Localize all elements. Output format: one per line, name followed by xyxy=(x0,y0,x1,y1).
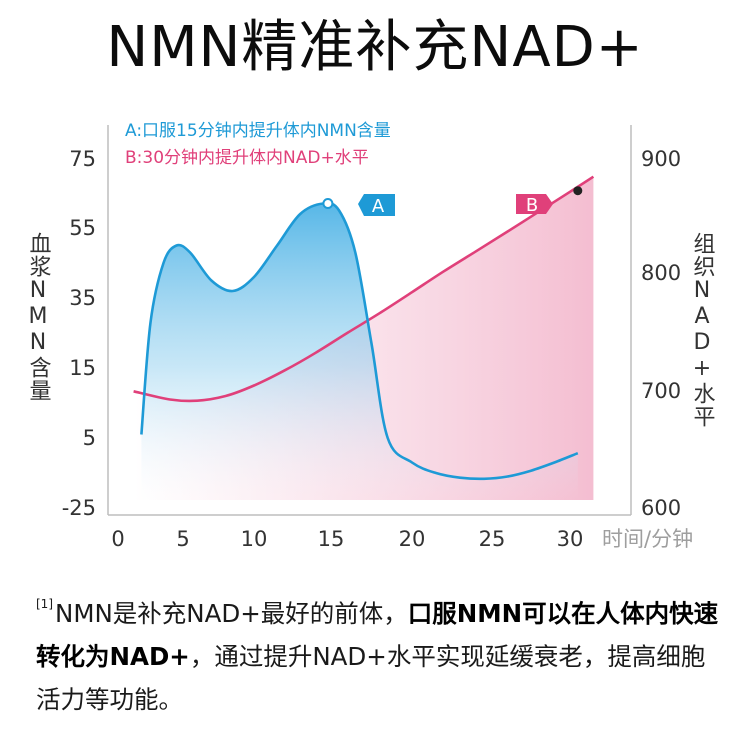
x-tick: 20 xyxy=(399,527,426,551)
footnote-ref: [1] xyxy=(36,597,53,611)
annotation-b: B xyxy=(516,186,583,216)
annotation-a: A xyxy=(322,194,395,217)
y-tick-left: 55 xyxy=(69,216,96,240)
series-b-line xyxy=(133,175,595,403)
x-tick: 0 xyxy=(111,527,124,551)
annotation-a-label: A xyxy=(372,196,385,217)
annotation-b-tag xyxy=(516,194,553,214)
y-tick-right: 600 xyxy=(641,496,681,520)
annotation-a-point xyxy=(322,198,334,209)
footnote-part1: NMN是补充NAD+最好的前体， xyxy=(55,599,408,628)
footnote-bold: 口服NMN可以在人体内快速转化为NAD+ xyxy=(36,599,719,671)
y-tick-left: 35 xyxy=(69,286,96,310)
x-tick: 5 xyxy=(176,527,189,551)
x-tick: 15 xyxy=(318,527,345,551)
series-a-area xyxy=(141,203,578,501)
footnote-text: [1]NMN是补充NAD+最好的前体，口服NMN可以在人体内快速转化为NAD+，… xyxy=(36,583,726,721)
x-tick: 25 xyxy=(479,527,506,551)
y-tick-left: 15 xyxy=(69,356,96,380)
y-tick-right: 700 xyxy=(641,379,681,403)
y-tick-left: 75 xyxy=(69,147,96,171)
page-title: NMN精准补充NAD+ xyxy=(106,15,644,80)
nmn-nad-chart: 75 55 35 15 5 -25 900 800 700 600 0 5 10… xyxy=(26,121,716,551)
y-tick-right: 800 xyxy=(641,261,681,285)
x-tick: 30 xyxy=(557,527,584,551)
annotation-b-point xyxy=(573,186,583,196)
y-tick-right: 900 xyxy=(641,147,681,171)
y-axis-label-right: 组织NAD+水平 xyxy=(690,232,716,428)
annotation-a-tag xyxy=(358,194,395,216)
legend-item-a: A:口服15分钟内提升体内NMN含量 xyxy=(125,121,391,141)
x-axis-label: 时间/分钟 xyxy=(602,527,693,551)
y-axis-label-left: 血浆NMN含量 xyxy=(26,232,52,402)
y-tick-left: 5 xyxy=(83,426,96,450)
footnote-part2: ，通过提升NAD+水平实现延缓衰老，提高细胞活力等功能。 xyxy=(36,642,706,714)
annotation-b-label: B xyxy=(526,195,538,216)
y-tick-left: -25 xyxy=(62,496,96,520)
x-tick: 10 xyxy=(241,527,268,551)
legend-item-b: B:30分钟内提升体内NAD+水平 xyxy=(125,148,369,168)
series-a-line xyxy=(140,201,579,481)
